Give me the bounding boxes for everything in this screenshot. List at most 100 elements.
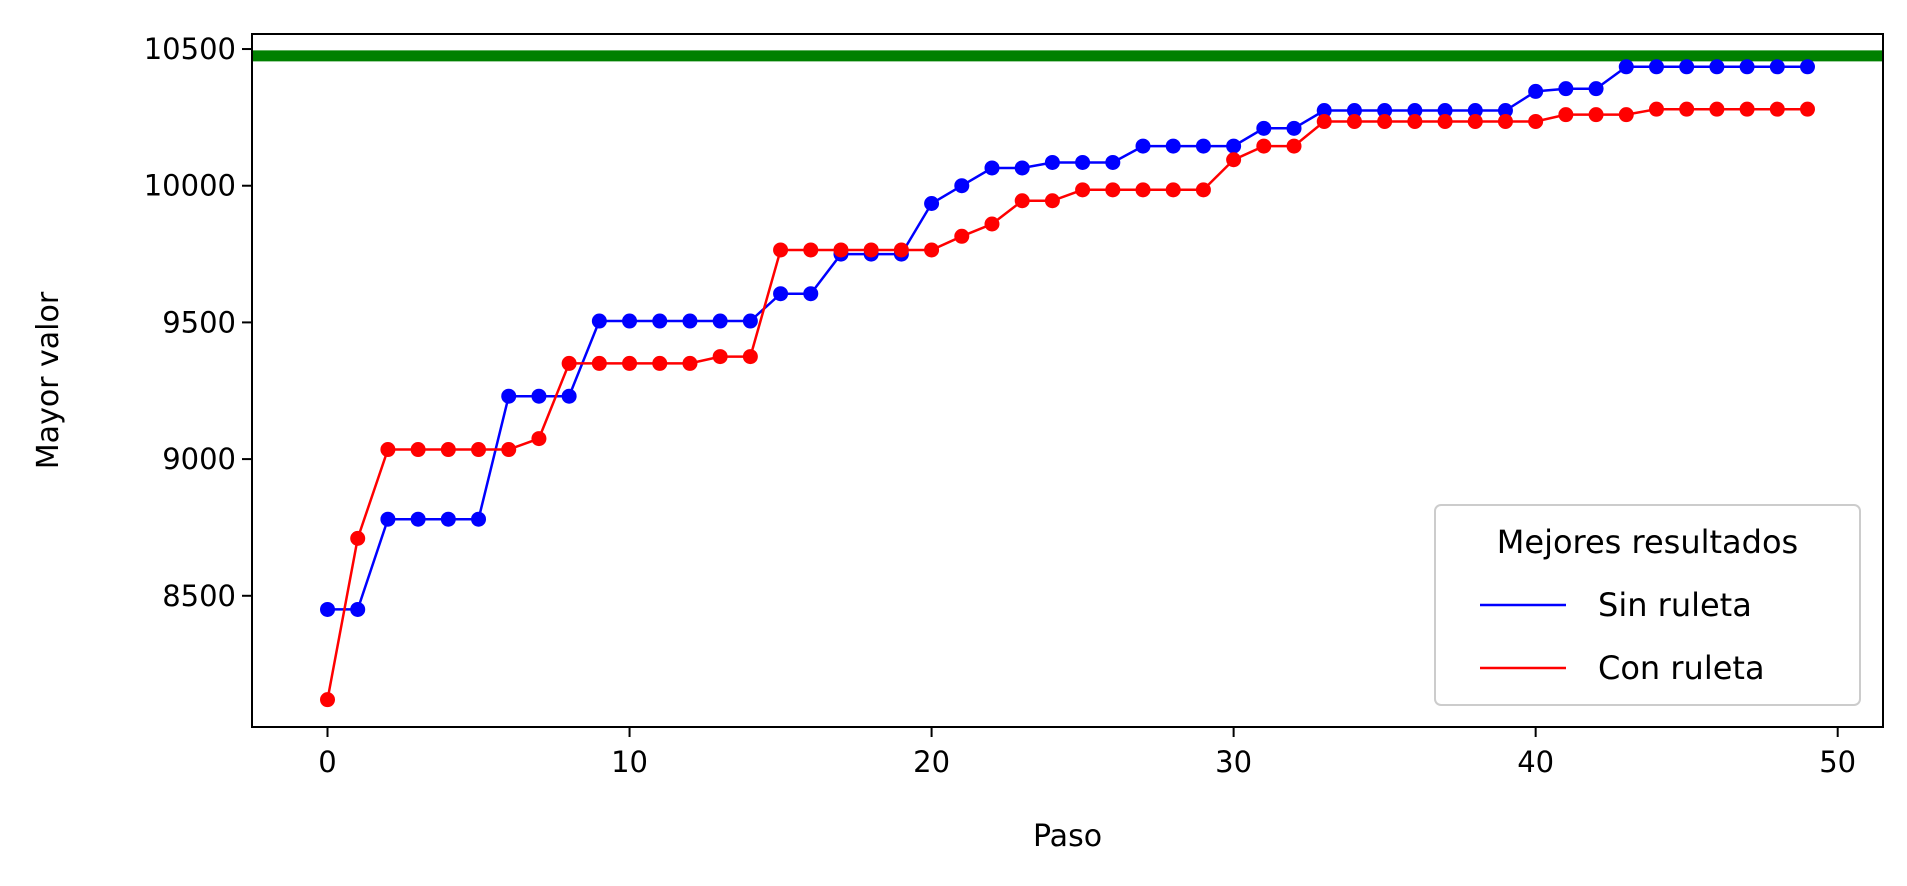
data-point-sin-ruleta: [1467, 103, 1483, 119]
legend-box: [1434, 504, 1861, 706]
data-point-con-ruleta: [1497, 113, 1513, 129]
data-point-con-ruleta: [984, 216, 1000, 232]
data-point-con-ruleta: [954, 228, 970, 244]
data-point-sin-ruleta: [1135, 138, 1151, 154]
data-point-sin-ruleta: [1739, 59, 1755, 75]
data-point-sin-ruleta: [803, 286, 819, 302]
x-tick-label: 40: [1517, 745, 1554, 779]
data-point-con-ruleta: [380, 442, 396, 458]
data-point-con-ruleta: [1316, 113, 1332, 129]
data-point-con-ruleta: [1679, 101, 1695, 117]
data-point-sin-ruleta: [380, 511, 396, 527]
y-tick-label: 10000: [144, 169, 236, 203]
data-point-sin-ruleta: [1226, 138, 1242, 154]
data-point-con-ruleta: [410, 442, 426, 458]
data-point-con-ruleta: [1286, 138, 1302, 154]
data-point-con-ruleta: [742, 349, 758, 365]
data-point-sin-ruleta: [1769, 59, 1785, 75]
data-point-sin-ruleta: [410, 511, 426, 527]
data-point-con-ruleta: [1769, 101, 1785, 117]
legend-entry-sin-ruleta: Sin ruleta: [1598, 586, 1752, 624]
data-point-con-ruleta: [1014, 193, 1030, 209]
data-point-con-ruleta: [1648, 101, 1664, 117]
data-point-con-ruleta: [1467, 113, 1483, 129]
data-point-sin-ruleta: [682, 313, 698, 329]
data-point-con-ruleta: [863, 242, 879, 258]
data-point-con-ruleta: [833, 242, 849, 258]
data-point-con-ruleta: [924, 242, 940, 258]
data-point-con-ruleta: [893, 242, 909, 258]
data-point-sin-ruleta: [1528, 83, 1544, 99]
data-point-con-ruleta: [1165, 182, 1181, 198]
data-point-con-ruleta: [471, 442, 487, 458]
y-tick-label: 8500: [162, 579, 236, 613]
data-point-con-ruleta: [1709, 101, 1725, 117]
x-axis-label: Paso: [1033, 819, 1102, 854]
data-point-con-ruleta: [773, 242, 789, 258]
data-point-con-ruleta: [1799, 101, 1815, 117]
data-point-con-ruleta: [1075, 182, 1091, 198]
data-point-sin-ruleta: [1558, 81, 1574, 97]
data-point-sin-ruleta: [742, 313, 758, 329]
data-point-con-ruleta: [682, 355, 698, 371]
legend-entry-con-ruleta: Con ruleta: [1598, 649, 1765, 687]
data-point-sin-ruleta: [1256, 120, 1272, 136]
data-point-con-ruleta: [1528, 113, 1544, 129]
data-point-con-ruleta: [1739, 101, 1755, 117]
x-tick-label: 10: [611, 745, 648, 779]
legend-title: Mejores resultados: [1497, 523, 1798, 561]
data-point-sin-ruleta: [1407, 103, 1423, 119]
data-point-sin-ruleta: [984, 160, 1000, 176]
plot-area: [252, 50, 1883, 708]
data-point-sin-ruleta: [1588, 81, 1604, 97]
data-point-con-ruleta: [622, 355, 638, 371]
data-point-sin-ruleta: [1497, 103, 1513, 119]
data-point-sin-ruleta: [1316, 103, 1332, 119]
data-point-con-ruleta: [1407, 113, 1423, 129]
data-point-sin-ruleta: [350, 601, 366, 617]
data-point-con-ruleta: [1588, 107, 1604, 123]
data-point-sin-ruleta: [1618, 59, 1634, 75]
data-point-con-ruleta: [1346, 113, 1362, 129]
data-point-sin-ruleta: [1165, 138, 1181, 154]
data-point-con-ruleta: [320, 692, 336, 708]
data-point-sin-ruleta: [622, 313, 638, 329]
x-tick-label: 30: [1215, 745, 1252, 779]
data-point-sin-ruleta: [1679, 59, 1695, 75]
data-point-con-ruleta: [803, 242, 819, 258]
data-point-sin-ruleta: [652, 313, 668, 329]
data-point-sin-ruleta: [1648, 59, 1664, 75]
data-point-sin-ruleta: [1195, 138, 1211, 154]
data-point-con-ruleta: [1256, 138, 1272, 154]
data-point-sin-ruleta: [1709, 59, 1725, 75]
data-point-con-ruleta: [350, 530, 366, 546]
data-point-sin-ruleta: [1377, 103, 1393, 119]
data-point-con-ruleta: [1105, 182, 1121, 198]
data-point-con-ruleta: [440, 442, 456, 458]
x-tick-label: 0: [318, 745, 336, 779]
y-tick-label: 9000: [162, 442, 236, 476]
data-point-con-ruleta: [1558, 107, 1574, 123]
data-point-con-ruleta: [712, 349, 728, 365]
data-point-sin-ruleta: [773, 286, 789, 302]
data-point-con-ruleta: [1044, 193, 1060, 209]
x-tick-label: 20: [913, 745, 950, 779]
data-point-sin-ruleta: [440, 511, 456, 527]
data-point-sin-ruleta: [471, 511, 487, 527]
data-point-con-ruleta: [591, 355, 607, 371]
data-point-sin-ruleta: [1044, 154, 1060, 170]
data-point-sin-ruleta: [1799, 59, 1815, 75]
data-point-con-ruleta: [1618, 107, 1634, 123]
data-point-con-ruleta: [1195, 182, 1211, 198]
data-point-sin-ruleta: [712, 313, 728, 329]
y-tick-label: 9500: [162, 305, 236, 339]
data-point-con-ruleta: [501, 442, 517, 458]
data-point-con-ruleta: [531, 431, 547, 447]
data-point-sin-ruleta: [1346, 103, 1362, 119]
data-point-sin-ruleta: [501, 388, 517, 404]
data-point-con-ruleta: [1226, 152, 1242, 168]
y-tick-label: 10500: [144, 32, 236, 66]
data-point-sin-ruleta: [531, 388, 547, 404]
data-point-sin-ruleta: [591, 313, 607, 329]
